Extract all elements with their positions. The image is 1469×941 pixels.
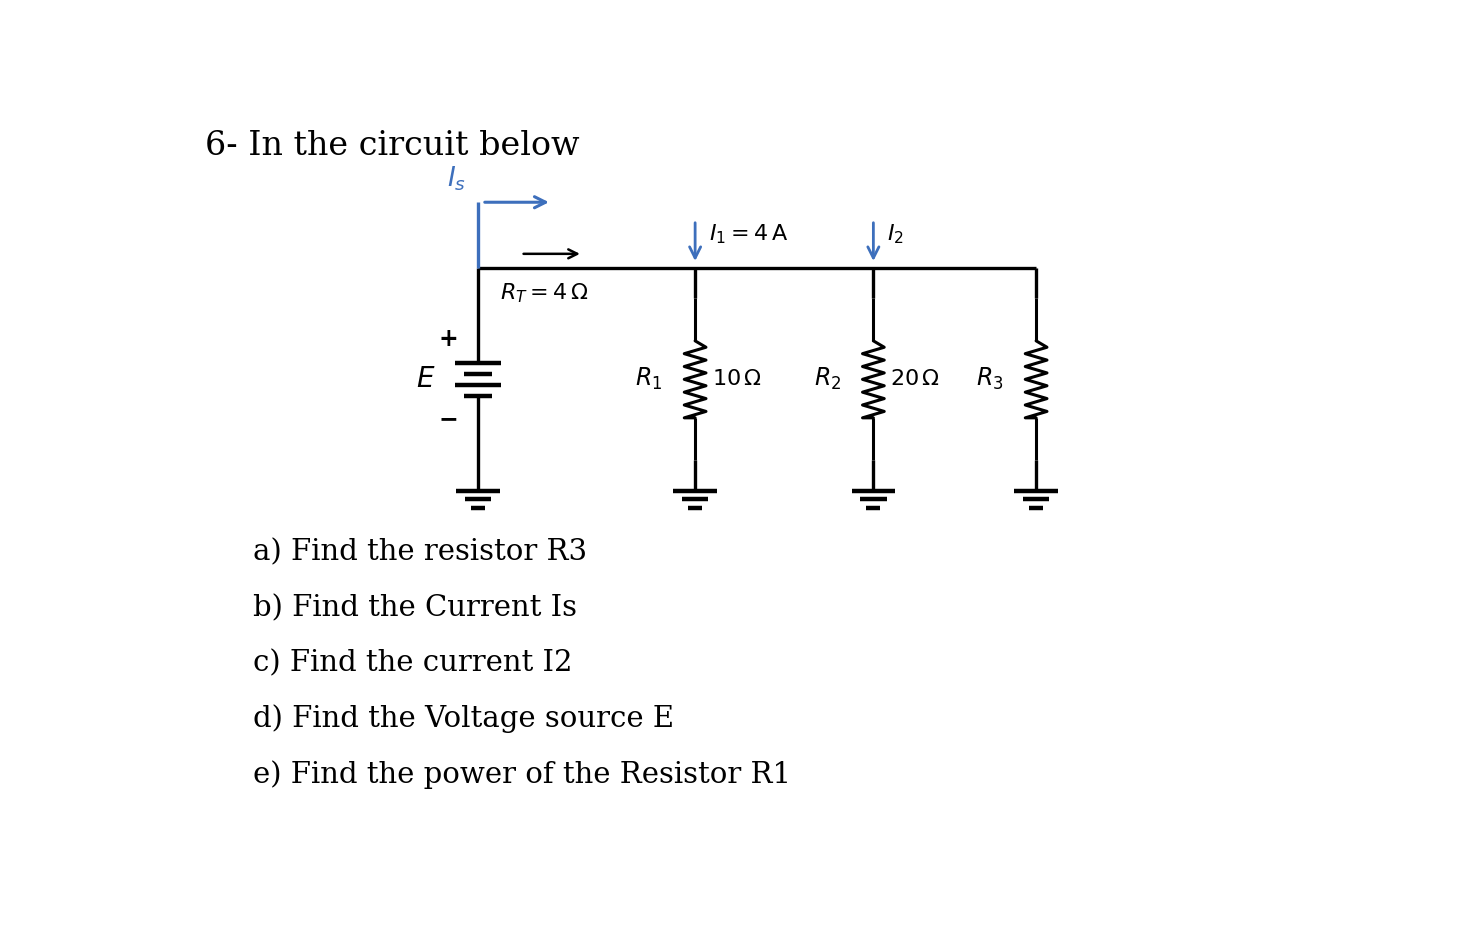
Text: c) Find the current I2: c) Find the current I2 (253, 649, 573, 678)
Text: −: − (439, 407, 458, 431)
Text: $R_2$: $R_2$ (814, 366, 840, 392)
Text: 6- In the circuit below: 6- In the circuit below (206, 130, 580, 162)
Text: $10\,\Omega$: $10\,\Omega$ (712, 369, 762, 390)
Text: d) Find the Voltage source E: d) Find the Voltage source E (253, 705, 674, 733)
Text: $R_1$: $R_1$ (635, 366, 663, 392)
Text: $I_2$: $I_2$ (887, 222, 903, 246)
Text: $I_s$: $I_s$ (447, 165, 466, 193)
Text: $R_T = 4\,\Omega$: $R_T = 4\,\Omega$ (499, 281, 589, 305)
Text: $E$: $E$ (416, 365, 435, 393)
Text: $R_3$: $R_3$ (975, 366, 1003, 392)
Text: a) Find the resistor R3: a) Find the resistor R3 (253, 538, 588, 566)
Text: $I_1 = 4\,\mathrm{A}$: $I_1 = 4\,\mathrm{A}$ (710, 222, 789, 246)
Text: b) Find the Current Is: b) Find the Current Is (253, 594, 577, 622)
Text: +: + (439, 327, 458, 351)
Text: e) Find the power of the Resistor R1: e) Find the power of the Resistor R1 (253, 760, 792, 789)
Text: $20\,\Omega$: $20\,\Omega$ (890, 369, 940, 390)
